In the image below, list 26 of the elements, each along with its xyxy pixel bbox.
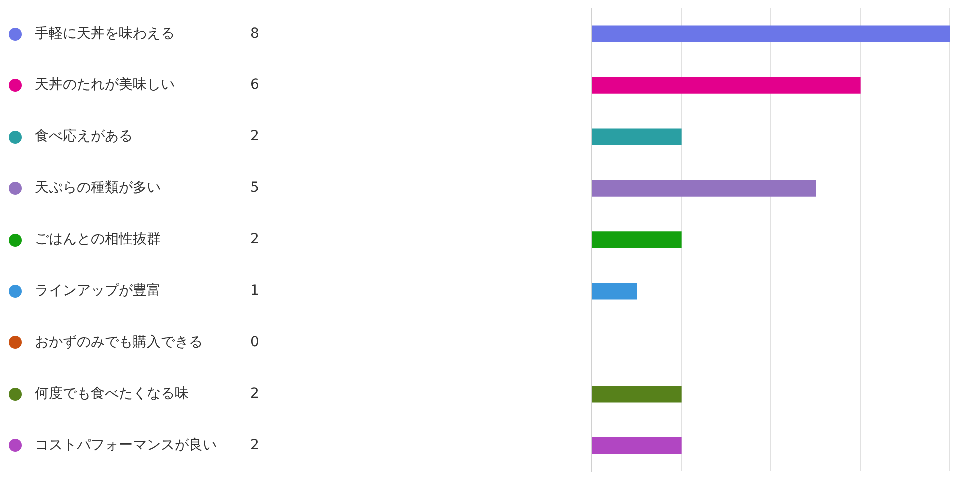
bar: [592, 438, 682, 454]
y-tick-label: 天丼のたれが美味しい: [35, 77, 175, 94]
bar: [592, 283, 638, 300]
data-label: 1: [250, 283, 260, 300]
data-label: 0: [250, 334, 260, 351]
data-label: 6: [250, 77, 260, 94]
bar: [592, 180, 816, 197]
y-tick-label: コストパフォーマンスが良い: [35, 438, 217, 454]
data-label: 8: [250, 26, 260, 42]
bar: [592, 26, 950, 42]
y-tick-label: 天ぷらの種類が多い: [35, 180, 161, 196]
y-tick-label: おかずのみでも購入できる: [35, 334, 203, 351]
bar: [592, 128, 682, 146]
data-label: 2: [250, 386, 260, 402]
y-tick-label: ラインアップが豊富: [35, 283, 161, 300]
y-tick-label: 食べ応えがある: [35, 128, 133, 145]
y-tick-label: ごはんとの相性抜群: [35, 232, 161, 248]
data-label: 5: [250, 180, 260, 196]
y-tick-label: 何度でも食べたくなる味: [35, 386, 189, 402]
y-tick-label: 手軽に天丼を味わえる: [35, 26, 175, 42]
bar: [592, 77, 861, 94]
data-label: 2: [250, 232, 260, 248]
data-label: 2: [250, 128, 260, 145]
bar: [592, 232, 682, 248]
data-label: 2: [250, 438, 260, 454]
bar: [592, 386, 682, 403]
